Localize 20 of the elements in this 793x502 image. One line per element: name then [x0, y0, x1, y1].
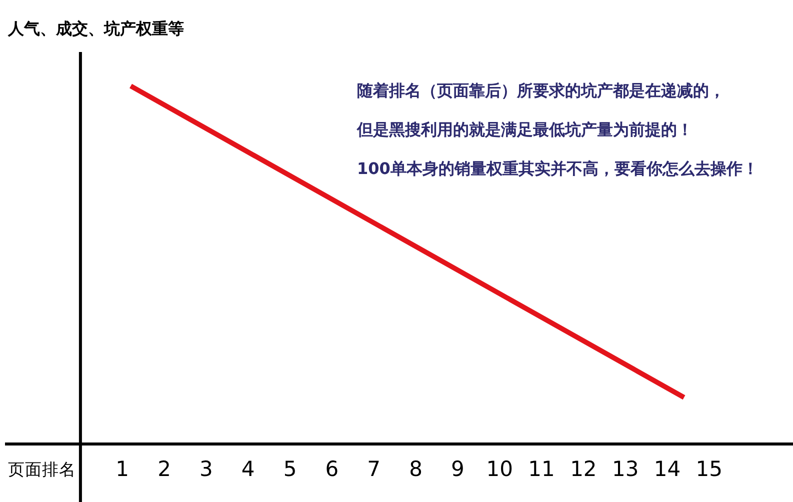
- x-tick-label: 1: [116, 457, 130, 482]
- x-tick-label: 7: [367, 457, 381, 482]
- x-tick-label: 13: [612, 457, 639, 482]
- x-tick-label: 12: [570, 457, 597, 482]
- x-tick-label: 6: [325, 457, 339, 482]
- x-tick-label: 5: [283, 457, 297, 482]
- x-tick-label: 14: [654, 457, 681, 482]
- x-tick-label: 10: [486, 457, 513, 482]
- x-tick-label: 9: [450, 457, 464, 482]
- x-tick-label: 15: [696, 457, 723, 482]
- x-tick-label: 8: [409, 457, 422, 482]
- annotation: 随着排名（页面靠后）所要求的坑产都是在递减的，: [357, 80, 725, 102]
- annotation: 100单本身的销量权重其实并不高，要看你怎么去操作！: [357, 158, 758, 180]
- x-tick-label: 3: [200, 457, 213, 482]
- y-axis-title: 人气、成交、坑产权重等: [8, 18, 184, 40]
- annotation: 但是黑搜利用的就是满足最低坑产量为前提的！: [357, 119, 693, 141]
- x-axis-title: 页面排名: [8, 459, 76, 481]
- x-tick-label: 11: [528, 457, 555, 482]
- x-tick-label: 4: [241, 457, 255, 482]
- x-tick-label: 2: [158, 457, 171, 482]
